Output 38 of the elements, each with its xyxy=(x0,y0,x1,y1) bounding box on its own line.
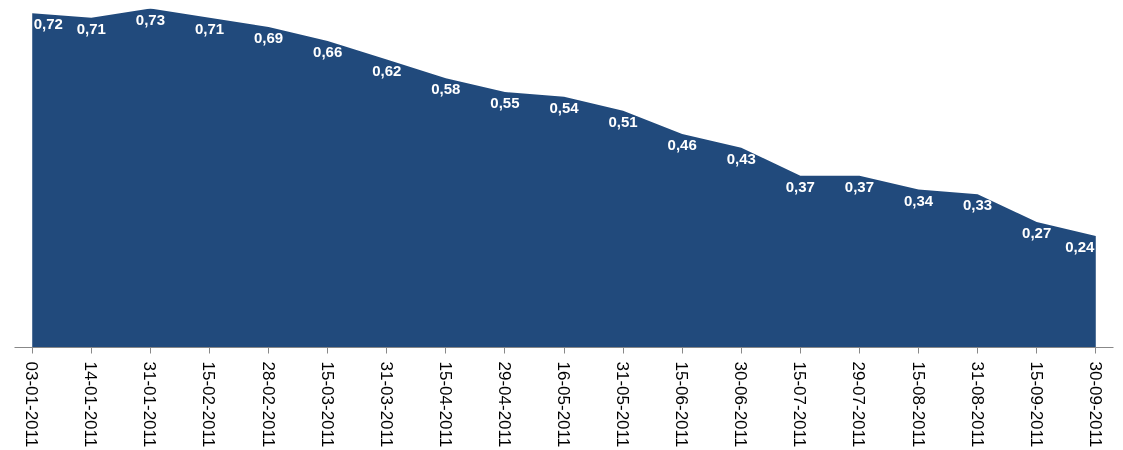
x-tick-label: 28-02-2011 xyxy=(258,361,278,448)
x-tick-label: 31-01-2011 xyxy=(140,361,160,448)
data-label: 0,71 xyxy=(76,19,106,37)
x-tick-label: 31-05-2011 xyxy=(613,361,633,448)
data-label: 0,37 xyxy=(844,177,875,195)
x-tick-label: 15-07-2011 xyxy=(790,361,810,448)
data-label: 0,58 xyxy=(431,80,461,98)
data-label: 0,51 xyxy=(608,112,638,130)
x-tick-label: 15-03-2011 xyxy=(317,361,337,448)
x-tick-label: 15-09-2011 xyxy=(1026,361,1046,448)
data-label: 0,24 xyxy=(1065,238,1096,256)
data-label: 0,43 xyxy=(726,149,756,167)
data-label: 0,71 xyxy=(194,19,225,37)
data-label: 0,66 xyxy=(313,43,343,61)
x-tick-label: 30-09-2011 xyxy=(1085,361,1105,448)
data-label: 0,55 xyxy=(490,94,520,112)
x-tick-label: 30-06-2011 xyxy=(731,361,751,448)
x-tick-label: 31-03-2011 xyxy=(376,361,396,448)
data-label: 0,62 xyxy=(372,61,402,79)
data-label: 0,73 xyxy=(135,10,165,28)
data-label: 0,33 xyxy=(963,196,993,214)
x-tick-label: 15-02-2011 xyxy=(199,361,219,448)
data-label: 0,46 xyxy=(667,135,697,153)
x-tick-label: 15-06-2011 xyxy=(672,361,692,448)
data-label: 0,27 xyxy=(1022,224,1052,242)
x-tick-label: 14-01-2011 xyxy=(81,361,101,448)
data-label: 0,72 xyxy=(33,15,63,33)
x-tick-label: 31-08-2011 xyxy=(967,361,987,448)
data-label: 0,69 xyxy=(253,29,284,47)
x-tick-label: 15-04-2011 xyxy=(435,361,455,448)
x-tick-label: 03-01-2011 xyxy=(22,361,42,448)
x-tick-label: 29-04-2011 xyxy=(494,361,514,448)
x-tick-label: 16-05-2011 xyxy=(554,361,573,448)
x-tick-label: 15-08-2011 xyxy=(908,361,928,448)
data-label: 0,54 xyxy=(549,98,580,116)
x-tick-label: 29-07-2011 xyxy=(849,361,869,448)
data-label: 0,37 xyxy=(785,177,815,195)
data-label: 0,34 xyxy=(903,191,934,209)
